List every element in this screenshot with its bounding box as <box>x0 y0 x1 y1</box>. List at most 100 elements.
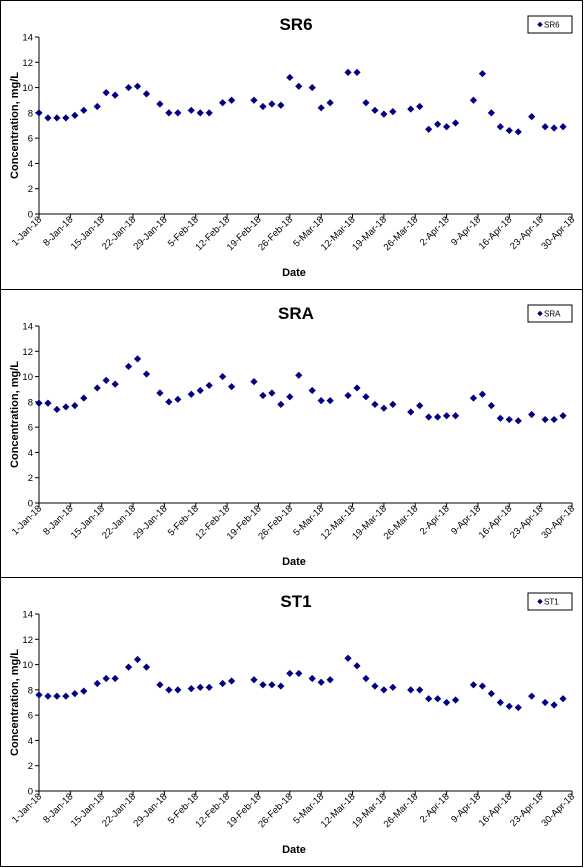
data-point <box>451 119 460 127</box>
data-point <box>35 109 43 117</box>
data-point <box>326 99 334 107</box>
data-point <box>416 402 424 410</box>
y-tick-label: 2 <box>28 473 33 484</box>
x-tick-label: 26-Feb-18 <box>256 791 295 830</box>
data-point <box>156 389 164 397</box>
y-tick-label: 12 <box>22 58 33 69</box>
data-point <box>442 412 451 420</box>
y-tick-label: 14 <box>22 322 33 333</box>
data-point <box>93 384 101 392</box>
data-point <box>380 404 388 412</box>
data-point <box>528 692 536 700</box>
data-point <box>102 89 110 97</box>
data-point <box>380 110 388 118</box>
data-point <box>227 677 236 685</box>
legend-label: ST1 <box>544 598 559 607</box>
data-point <box>44 114 52 122</box>
data-point <box>165 398 173 406</box>
x-tick-label: 26-Feb-18 <box>256 214 295 253</box>
data-point <box>505 702 513 710</box>
y-tick-label: 4 <box>28 448 33 459</box>
data-point <box>353 384 361 392</box>
data-point <box>71 111 79 119</box>
data-point <box>250 378 258 386</box>
data-point <box>559 123 567 131</box>
data-point <box>407 408 415 416</box>
data-point <box>389 400 397 408</box>
data-point <box>62 692 70 700</box>
data-point <box>344 654 352 662</box>
y-tick-label: 14 <box>22 610 33 621</box>
data-point <box>550 701 558 709</box>
y-tick-label: 8 <box>28 397 33 408</box>
data-point <box>326 396 334 405</box>
data-point <box>227 383 236 391</box>
x-axis-title: Date <box>282 844 306 856</box>
x-tick-label: 30-Apr-18 <box>539 791 577 829</box>
y-tick-label: 8 <box>28 108 33 119</box>
y-tick-label: 10 <box>22 372 33 383</box>
data-point <box>541 698 549 707</box>
data-point <box>514 417 522 425</box>
data-point <box>478 682 487 690</box>
chart-title: ST1 <box>280 592 311 611</box>
data-point <box>496 698 504 707</box>
data-point <box>416 686 424 694</box>
legend: SR6 <box>527 15 573 34</box>
data-point <box>133 655 142 664</box>
data-point <box>451 412 460 420</box>
data-point <box>196 109 204 117</box>
data-point <box>541 123 549 131</box>
x-tick-label: 23-Apr-18 <box>508 214 546 252</box>
data-point <box>442 123 451 131</box>
y-tick-label: 10 <box>22 660 33 671</box>
legend: SRA <box>527 304 573 323</box>
data-point <box>295 669 303 678</box>
data-point <box>550 415 558 424</box>
data-point <box>156 100 164 108</box>
x-tick-label: 30-Apr-18 <box>539 214 577 252</box>
data-point <box>187 684 195 693</box>
data-point <box>514 128 522 136</box>
data-point <box>425 695 433 703</box>
x-tick-label: 16-Apr-18 <box>477 791 515 829</box>
data-point <box>277 101 285 109</box>
data-point <box>62 114 70 122</box>
y-tick-label: 4 <box>28 159 33 170</box>
data-point <box>111 674 119 683</box>
data-point <box>425 125 433 133</box>
data-point <box>317 396 325 405</box>
data-point <box>442 698 451 707</box>
chart-panel-st1: ST1 0 2 4 6 8 10 12 14 1-Jan-18 8-Jan-18 15-Jan-18 2… <box>0 577 583 867</box>
data-point <box>541 415 549 424</box>
x-tick-label: 26-Mar-18 <box>382 503 421 542</box>
data-point <box>205 683 213 691</box>
data-point <box>286 73 294 82</box>
data-point <box>71 402 79 410</box>
x-tick-label: 29-Jan-18 <box>132 214 170 252</box>
data-point <box>528 410 536 419</box>
y-tick-label: 14 <box>22 33 33 44</box>
data-point <box>371 106 379 114</box>
data-point <box>133 82 142 90</box>
data-point <box>434 695 442 703</box>
data-point <box>165 686 173 694</box>
data-point <box>205 109 213 117</box>
data-point <box>559 412 567 420</box>
x-tick-label: 2-Apr-18 <box>418 791 452 825</box>
y-axis-title: Concentration, mg/L <box>9 361 21 468</box>
data-point <box>124 83 133 92</box>
scatter-chart-sra: SRA024681012141-Jan-188-Jan-1815-Jan-182… <box>9 304 577 568</box>
data-point <box>80 394 88 402</box>
legend-box <box>527 304 573 323</box>
y-tick-label: 0 <box>28 210 33 221</box>
y-tick-label: 2 <box>28 761 33 772</box>
data-point <box>174 395 182 403</box>
data-point <box>142 90 151 98</box>
y-axis-title: Concentration, mg/L <box>9 72 21 179</box>
data-point <box>219 99 227 107</box>
data-point <box>53 114 61 122</box>
legend-box <box>527 15 573 34</box>
data-point <box>371 400 379 408</box>
y-tick-label: 4 <box>28 736 33 747</box>
